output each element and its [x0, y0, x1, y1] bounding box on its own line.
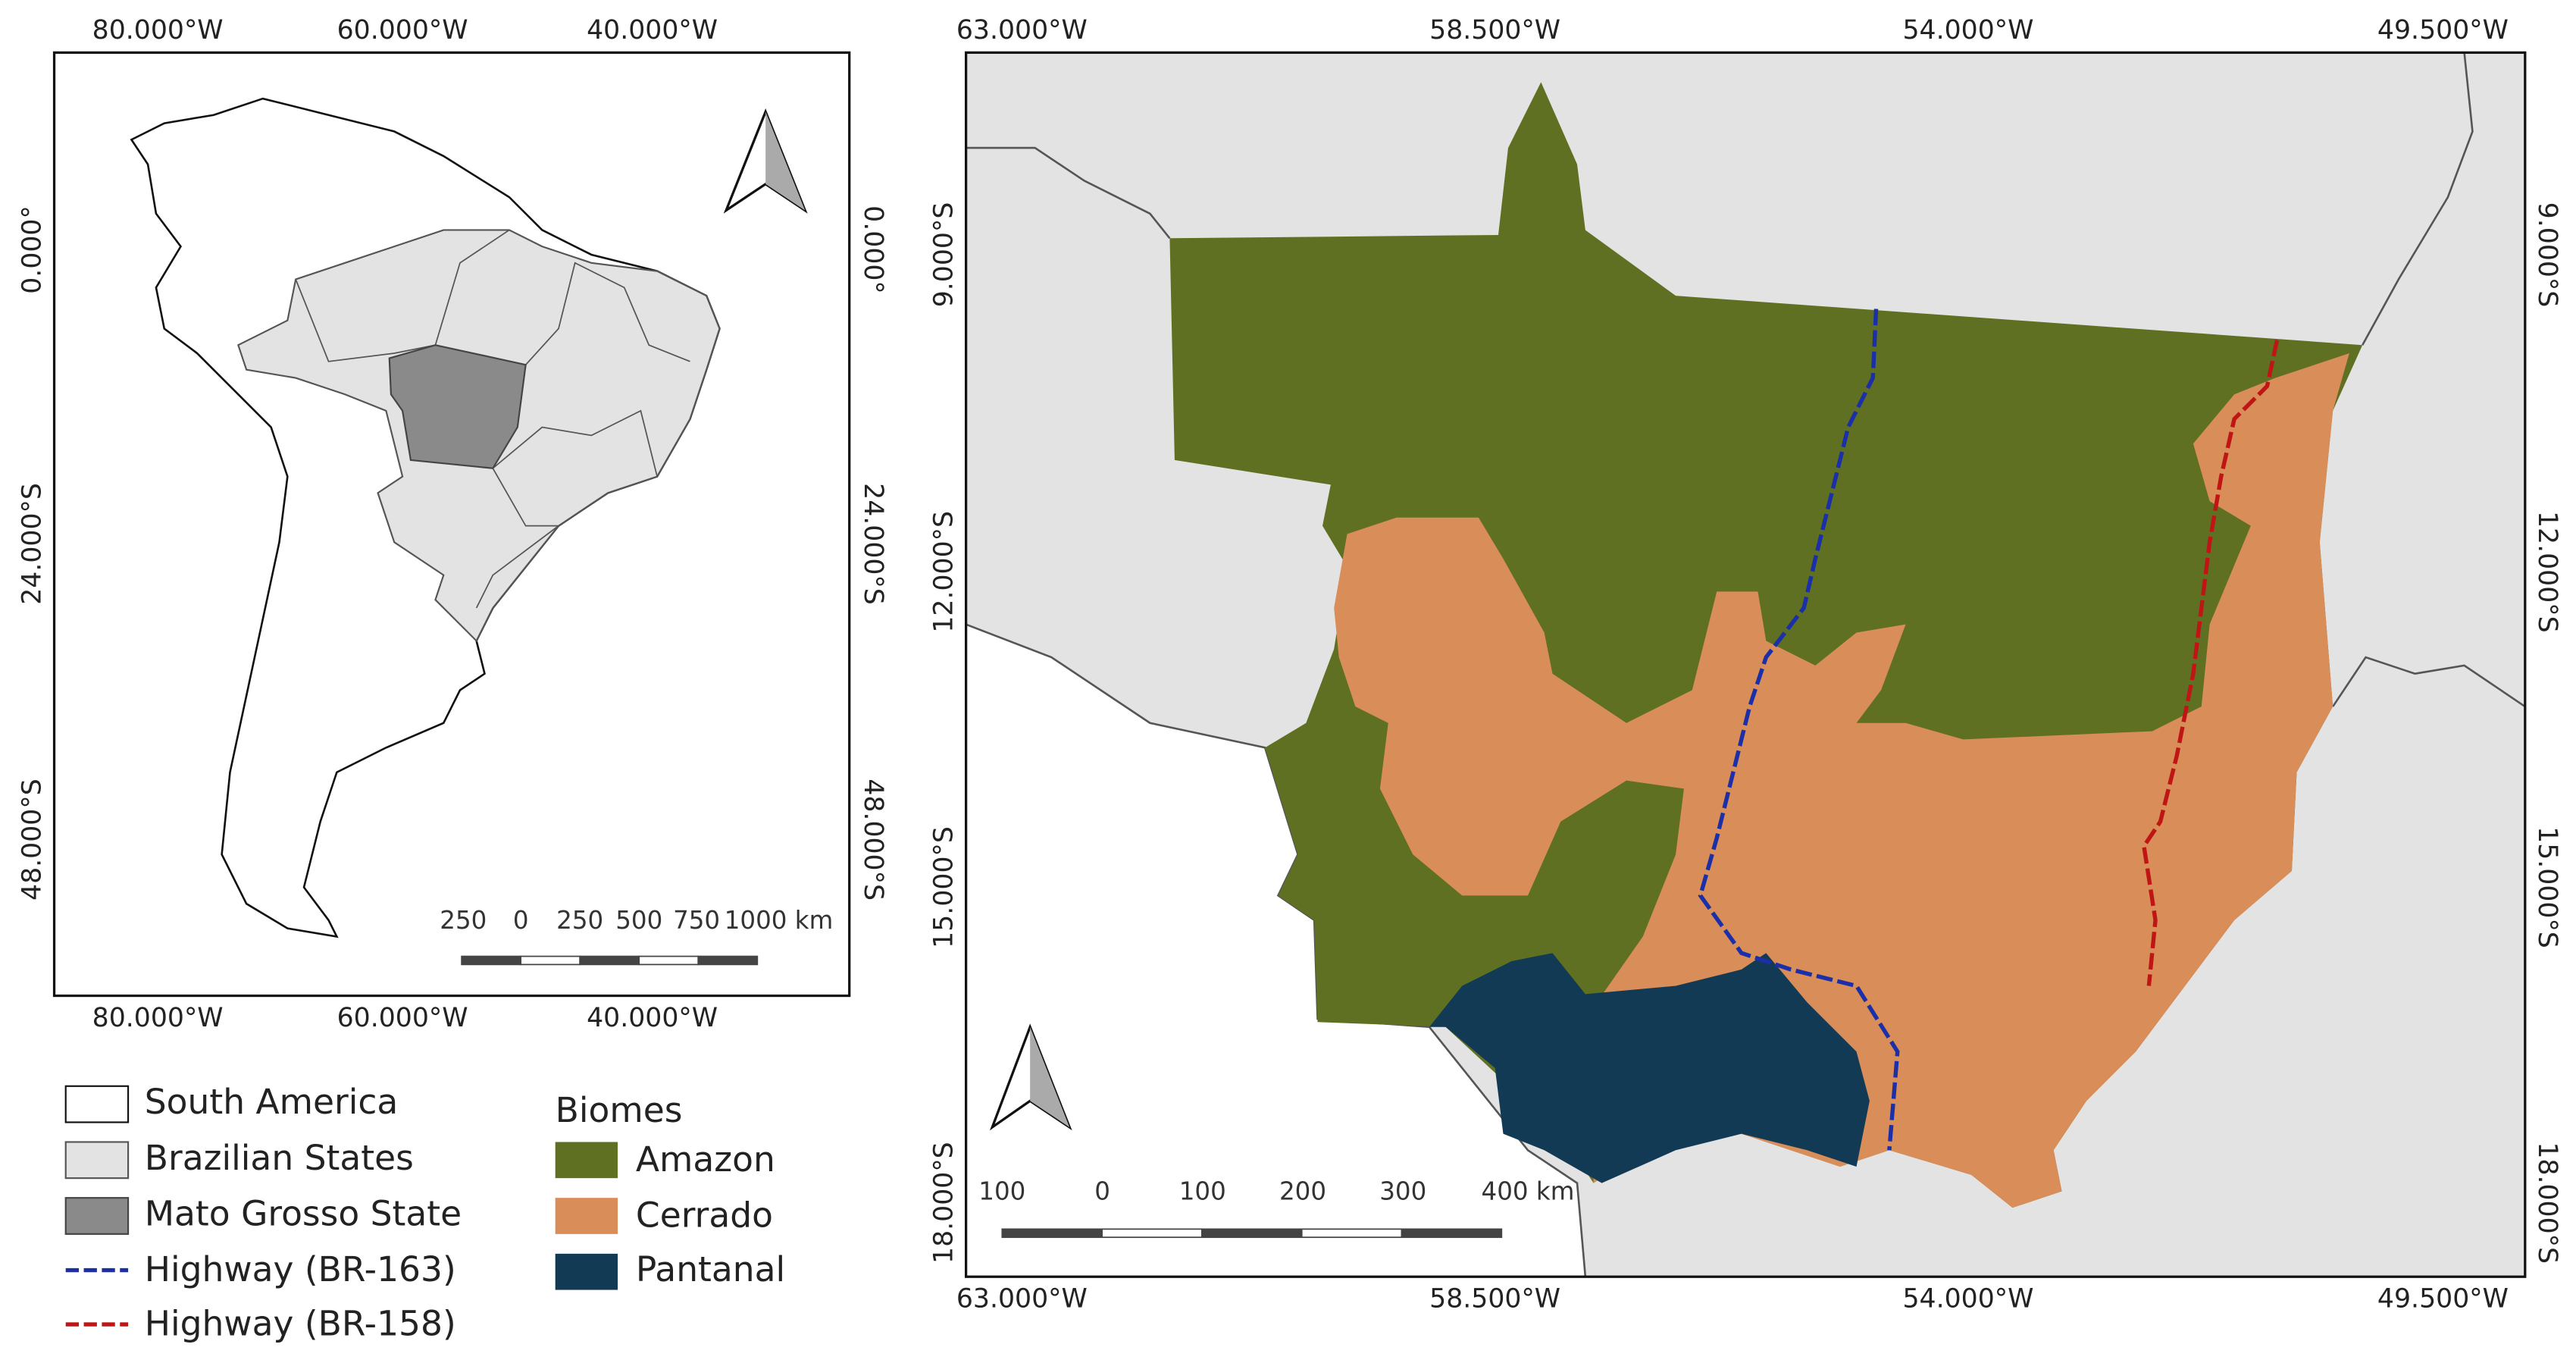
legend-label: Cerrado	[636, 1195, 773, 1236]
state-border	[475, 468, 561, 609]
scale-label: 250	[556, 906, 603, 935]
coordinate-label: 15.000°S	[2532, 826, 2562, 948]
scale-label: 300	[1379, 1177, 1426, 1206]
highway-br158	[2142, 340, 2280, 986]
coordinate-label: 48.000°S	[17, 779, 47, 901]
legend-title: Biomes	[556, 1090, 683, 1130]
scale-label: 100	[1179, 1177, 1226, 1206]
legend-swatch	[64, 1085, 130, 1123]
map-frame	[964, 51, 2527, 1278]
legend-swatch	[555, 1142, 618, 1179]
coordinate-label: 58.500°W	[1429, 1284, 1560, 1314]
coordinate-label: 49.500°W	[2377, 15, 2509, 45]
legend-swatch	[64, 1141, 130, 1180]
state-border	[295, 229, 510, 362]
scale-segment	[1201, 1228, 1303, 1239]
scale-bar: 100 0 100 200 300 400 km	[978, 1177, 1575, 1239]
scale-label: 200	[1279, 1177, 1326, 1206]
coordinate-label: 58.500°W	[1429, 15, 1560, 45]
scale-segment	[1401, 1228, 1503, 1239]
highway-br163	[1698, 309, 1900, 1151]
state-border	[2362, 52, 2474, 346]
coordinate-label: 18.000°S	[928, 1142, 959, 1264]
coordinate-label: 12.000°S	[2532, 511, 2562, 633]
legend-label: Highway (BR-163)	[145, 1249, 456, 1289]
scale-label: 0	[513, 906, 529, 935]
scale-segment	[697, 955, 759, 966]
coordinate-label: 54.000°W	[1902, 1284, 2033, 1314]
state-border	[966, 146, 1171, 240]
coordinate-label: 9.000°S	[928, 202, 959, 308]
coordinate-label: 54.000°W	[1902, 15, 2033, 45]
coordinate-label: 15.000°S	[928, 826, 959, 948]
legend-swatch	[64, 1197, 130, 1235]
state-border	[525, 262, 690, 365]
scale-label: 750	[673, 906, 720, 935]
scale-bar: 250 0 250 500 750 1000 km	[440, 906, 834, 966]
scale-label: 400 km	[1482, 1177, 1575, 1206]
coordinate-label: 80.000°W	[92, 15, 224, 45]
coordinate-label: 24.000°S	[17, 483, 47, 605]
coordinate-label: 49.500°W	[2377, 1284, 2509, 1314]
coordinate-label: 0.000°	[858, 205, 888, 294]
state-border	[2332, 656, 2526, 708]
legend-label: South America	[145, 1082, 399, 1122]
scale-segment	[461, 955, 522, 966]
scale-segment	[1301, 1228, 1403, 1239]
study-area-map: 100 0 100 200 300 400 km	[964, 51, 2527, 1278]
map-frame	[52, 51, 851, 998]
scale-label: 250	[440, 906, 487, 935]
scale-segment	[1101, 1228, 1203, 1239]
scale-label: 1000 km	[725, 906, 834, 935]
scale-label: 0	[1094, 1177, 1110, 1206]
coordinate-label: 60.000°W	[337, 15, 468, 45]
coordinate-label: 9.000°S	[2532, 202, 2562, 308]
mato-grosso	[388, 344, 527, 469]
coordinate-label: 24.000°S	[858, 483, 888, 605]
state-border	[492, 409, 658, 477]
pantanal-biome	[1429, 953, 1870, 1183]
coordinate-label: 63.000°W	[956, 15, 1088, 45]
coordinate-label: 0.000°	[17, 205, 47, 294]
overview-map: 250 0 250 500 750 1000 km	[52, 51, 851, 998]
coordinate-label: 63.000°W	[956, 1284, 1088, 1314]
coordinate-label: 12.000°S	[928, 511, 959, 633]
legend-swatch	[555, 1253, 618, 1290]
coordinate-label: 48.000°S	[858, 779, 888, 901]
coordinate-label: 40.000°W	[587, 15, 718, 45]
legend: South America Brazilian States Mato Gros…	[64, 1082, 785, 1344]
scale-label: 100	[978, 1177, 1025, 1206]
cerrado-biome	[1334, 353, 2349, 1208]
legend-label: Highway (BR-158)	[145, 1304, 456, 1344]
scale-label: 500	[615, 906, 662, 935]
coordinate-label: 18.000°S	[2532, 1142, 2562, 1264]
coordinate-label: 80.000°W	[92, 1003, 224, 1033]
legend-label: Pantanal	[636, 1249, 785, 1289]
scale-segment	[579, 955, 640, 966]
legend-label: Amazon	[636, 1139, 775, 1180]
scale-segment	[638, 955, 700, 966]
scale-segment	[1001, 1228, 1103, 1239]
legend-label: Brazilian States	[145, 1138, 414, 1178]
scale-segment	[520, 955, 581, 966]
legend-swatch	[555, 1198, 618, 1234]
legend-label: Mato Grosso State	[145, 1194, 462, 1234]
coordinate-label: 40.000°W	[587, 1003, 718, 1033]
coordinate-label: 60.000°W	[337, 1003, 468, 1033]
